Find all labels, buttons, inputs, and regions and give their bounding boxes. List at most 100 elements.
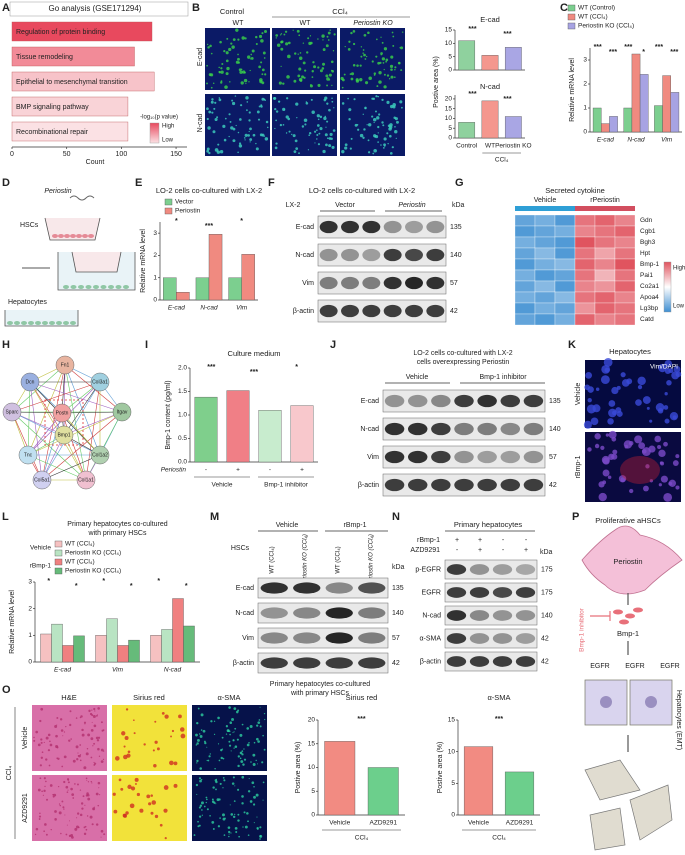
blot-band: [319, 248, 338, 262]
micrograph-texture: [94, 710, 96, 712]
micrograph-texture: [317, 143, 321, 146]
emt-cell: [589, 807, 626, 851]
panel-letter: J: [330, 339, 336, 351]
micrograph-texture: [608, 400, 616, 407]
blot-band: [405, 304, 423, 318]
micrograph-texture: [220, 80, 223, 83]
blot-band: [362, 220, 381, 234]
micrograph-texture: [304, 69, 307, 72]
micrograph-texture: [97, 804, 100, 807]
micrograph-texture: [394, 117, 398, 121]
micrograph-texture: [390, 75, 394, 79]
micrograph-texture: [200, 729, 203, 731]
category-label: Tissue remodeling: [16, 54, 73, 61]
micrograph-texture: [347, 47, 351, 51]
label: -: [502, 537, 505, 544]
micrograph-texture: [33, 736, 35, 739]
micrograph-texture: [380, 144, 382, 146]
blot-band: [446, 633, 467, 644]
micrograph-texture: [213, 801, 216, 804]
micrograph-texture: [243, 137, 246, 139]
micrograph: [32, 775, 107, 841]
micrograph-texture: [255, 793, 259, 797]
micrograph-texture: [664, 418, 670, 424]
micrograph-texture: [349, 147, 352, 150]
significance: ***: [503, 96, 511, 103]
group-bar: [575, 206, 635, 211]
micrograph-texture: [260, 61, 263, 64]
network-edge: [29, 381, 123, 413]
micrograph-texture: [250, 53, 253, 56]
micrograph-texture: [260, 39, 264, 43]
significance: *: [47, 578, 50, 585]
label: -: [456, 547, 459, 554]
micrograph-texture: [225, 59, 229, 63]
micrograph-texture: [83, 832, 87, 836]
micrograph-texture: [221, 63, 224, 66]
cell: [21, 321, 27, 325]
blot-band: [341, 248, 359, 262]
micrograph-texture: [294, 139, 298, 143]
micrograph-texture: [252, 803, 256, 806]
legend-swatch: [567, 4, 576, 12]
micrograph-texture: [297, 53, 299, 55]
micrograph-texture: [301, 75, 305, 79]
micrograph-texture: [302, 42, 305, 44]
significance: ***: [624, 44, 632, 51]
y-tick-label: 3: [583, 57, 587, 64]
blot-band: [362, 276, 381, 290]
micrograph-texture: [322, 48, 326, 52]
micrograph-texture: [367, 151, 371, 154]
micrograph-texture: [205, 801, 208, 804]
label: N-cad: [197, 114, 204, 133]
label: Vehicle: [406, 374, 429, 381]
micrograph-texture: [87, 733, 91, 737]
micrograph-texture: [229, 804, 231, 806]
micrograph-texture: [79, 789, 82, 791]
micrograph-texture: [244, 139, 246, 141]
micrograph-texture: [331, 100, 334, 103]
micrograph-texture: [295, 147, 299, 150]
micrograph-texture: [371, 115, 374, 118]
network-edge: [27, 364, 66, 456]
size-label: 175: [541, 566, 553, 573]
network-node: [76, 470, 96, 490]
micrograph-texture: [34, 833, 37, 836]
y-axis-title: Postive area (%): [295, 742, 302, 794]
micrograph-texture: [91, 823, 94, 826]
micrograph-texture: [222, 776, 225, 779]
label: +: [478, 547, 482, 554]
micrograph-texture: [608, 453, 615, 460]
micrograph-texture: [94, 762, 97, 765]
micrograph-texture: [359, 133, 364, 138]
micrograph-texture: [136, 792, 140, 797]
micrograph-texture: [237, 788, 240, 791]
micrograph-texture: [56, 717, 59, 719]
micrograph-texture: [291, 133, 293, 136]
micrograph-texture: [198, 806, 201, 809]
micrograph: [112, 705, 187, 771]
micrograph-texture: [219, 782, 222, 786]
micrograph-texture: [328, 108, 331, 112]
micrograph-texture: [316, 129, 318, 132]
legend-swatch: [567, 22, 576, 30]
micrograph-texture: [249, 138, 253, 141]
micrograph-texture: [634, 435, 643, 444]
chart-title: α-SMA: [487, 693, 510, 702]
micrograph-texture: [83, 766, 87, 770]
micrograph-texture: [642, 396, 651, 404]
micrograph-texture: [262, 734, 264, 737]
cell: [70, 234, 76, 238]
micrograph-texture: [180, 727, 185, 732]
micrograph-texture: [352, 30, 356, 33]
label: Periostin: [44, 188, 71, 195]
micrograph-texture: [199, 735, 203, 738]
micrograph-texture: [258, 65, 262, 69]
micrograph-texture: [278, 81, 282, 85]
network-node: [90, 445, 110, 465]
micrograph: [340, 94, 405, 156]
micrograph-texture: [231, 101, 236, 106]
micrograph-texture: [246, 727, 250, 730]
blot-band: [358, 607, 386, 619]
row-label: Bgh3: [640, 239, 656, 246]
